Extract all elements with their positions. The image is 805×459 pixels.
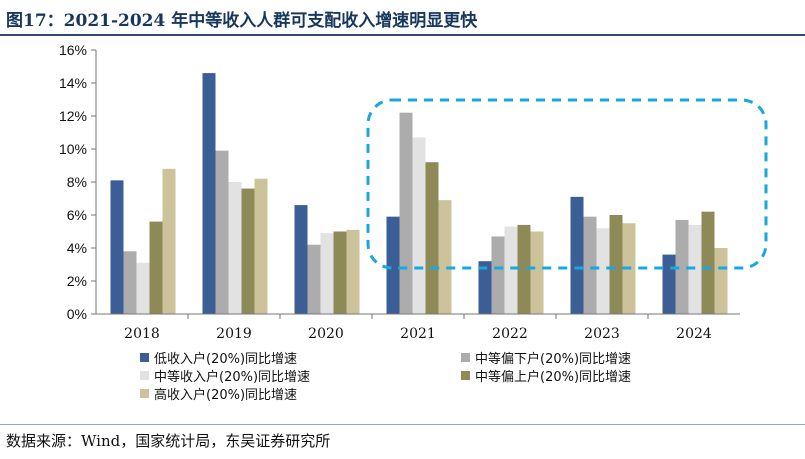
legend-swatch: [140, 389, 149, 398]
y-tick-label: 2%: [67, 273, 87, 289]
bar: [399, 112, 413, 314]
legend-swatch: [140, 371, 149, 380]
bar: [609, 215, 623, 314]
x-tick-label: 2018: [124, 326, 160, 342]
bar: [504, 226, 518, 314]
bar: [202, 73, 216, 314]
bar: [714, 248, 728, 314]
title-divider: [0, 34, 805, 36]
bar: [307, 244, 321, 314]
highlight-box: [366, 98, 768, 270]
y-tick-label: 16%: [59, 42, 87, 58]
bar: [254, 178, 268, 314]
bar: [438, 200, 452, 314]
bar: [228, 182, 242, 314]
legend-label: 高收入户(20%)同比增速: [154, 387, 297, 403]
bar: [241, 188, 255, 314]
y-tick-label: 8%: [67, 174, 87, 190]
axes: [95, 50, 740, 315]
y-tick-label: 6%: [67, 207, 87, 223]
bar: [215, 150, 229, 314]
bar: [491, 236, 505, 314]
bar: [517, 224, 531, 314]
bars: [110, 73, 728, 314]
bar: [530, 231, 544, 314]
bar: [346, 229, 360, 314]
bar: [478, 261, 492, 314]
bar: [675, 219, 689, 314]
x-tick-label: 2023: [584, 326, 620, 342]
bar: [596, 228, 610, 314]
legend-label: 低收入户(20%)同比增速: [154, 351, 297, 367]
y-axis: 0% 2% 4% 6% 8% 10% 12% 14% 16%: [59, 42, 96, 322]
chart-title: 图17：2021-2024 年中等收入人群可支配收入增速明显更快: [6, 11, 478, 31]
source-divider: [0, 424, 805, 425]
legend-label: 中等收入户(20%)同比增速: [154, 369, 310, 385]
x-tick-label: 2020: [308, 326, 344, 342]
bar: [583, 216, 597, 314]
source-note: 数据来源：Wind，国家统计局，东吴证券研究所: [6, 432, 331, 450]
bar: [662, 254, 676, 314]
bar: [110, 180, 124, 314]
x-tick-label: 2022: [492, 326, 528, 342]
x-axis: 2018 2019 2020 2021 2022 2023 2024: [124, 314, 712, 342]
y-tick-label: 0%: [67, 306, 87, 322]
bar: [162, 168, 176, 314]
y-tick-label: 12%: [59, 108, 87, 124]
legend-swatch: [140, 353, 149, 362]
legend-label: 中等偏上户(20%)同比增速: [475, 369, 631, 385]
bar: [386, 216, 400, 314]
bar: [333, 231, 347, 314]
x-tick-label: 2019: [216, 326, 252, 342]
bar: [149, 221, 163, 314]
bar: [425, 162, 439, 314]
bar: [294, 205, 308, 314]
y-tick-label: 10%: [59, 141, 87, 157]
x-tick-label: 2021: [400, 326, 436, 342]
legend: 低收入户(20%)同比增速 中等偏下户(20%)同比增速中等收入户(20%)同比增…: [140, 351, 631, 403]
bar: [320, 233, 334, 314]
bar: [688, 224, 702, 314]
y-tick-label: 14%: [59, 75, 87, 91]
y-tick-label: 4%: [67, 240, 87, 256]
bar: [412, 137, 426, 314]
bar: [136, 262, 150, 314]
bar: [570, 196, 584, 314]
bar: [123, 251, 137, 314]
legend-swatch: [461, 371, 470, 380]
bar-chart: 0%2%4%6%8%10%12%14%16% 2018 2019 2020 2021 2…: [59, 42, 768, 403]
x-tick-label: 2024: [676, 326, 712, 342]
bar: [701, 211, 715, 314]
legend-swatch: [461, 353, 470, 362]
legend-label: 中等偏下户(20%)同比增速: [475, 351, 631, 367]
